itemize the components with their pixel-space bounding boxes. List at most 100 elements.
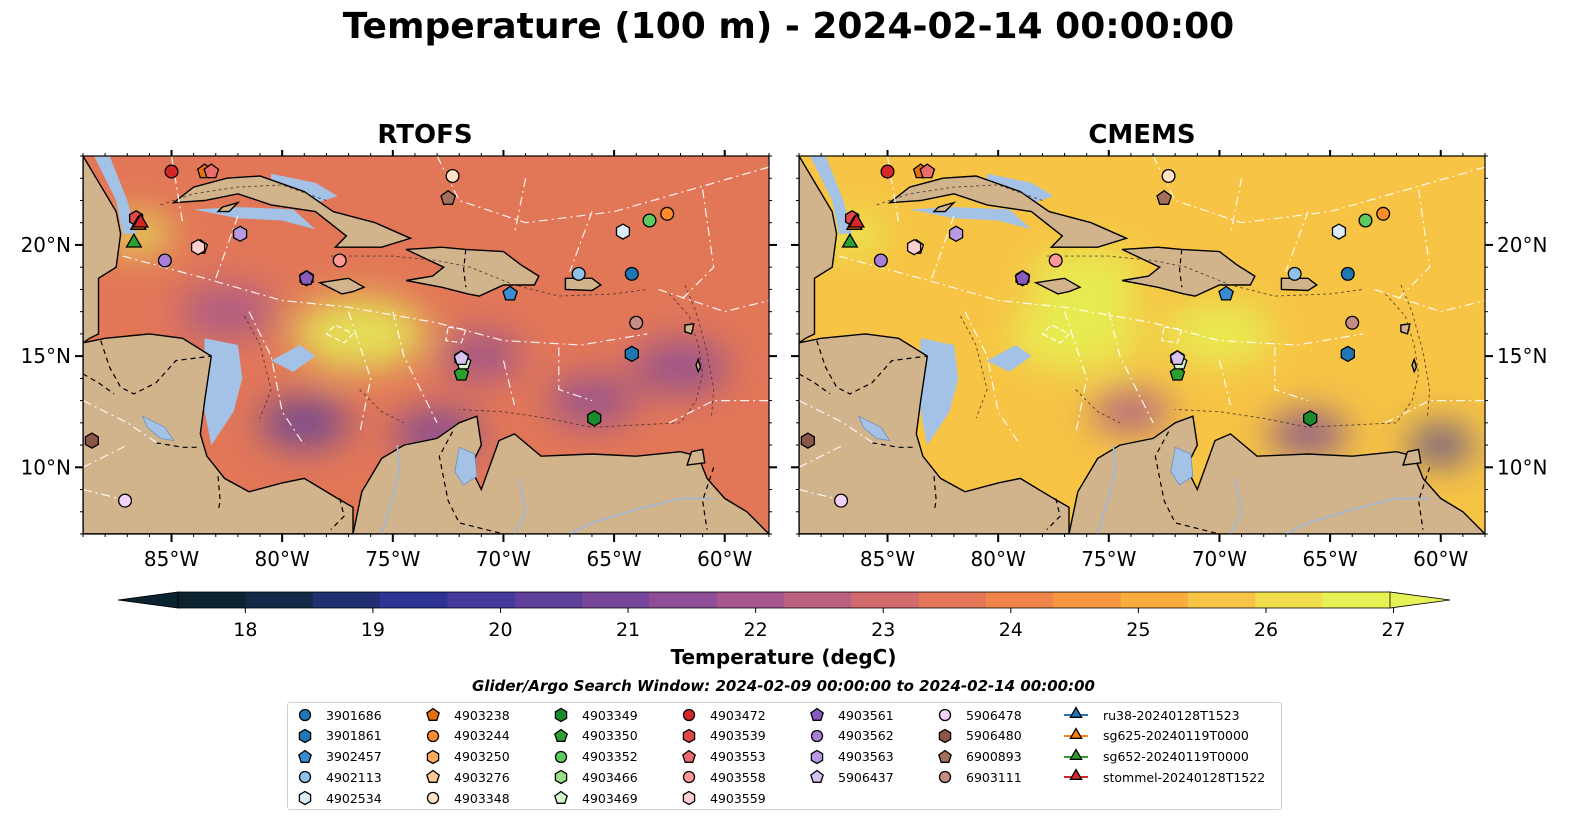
legend-marker (426, 729, 440, 742)
land (1402, 448, 1422, 466)
legend-label: 4903466 (582, 769, 638, 785)
legend-marker-shape (810, 707, 824, 721)
land (564, 277, 603, 292)
country-border (701, 467, 715, 530)
colorbar-tick-label: 27 (1381, 619, 1405, 638)
country-border (1046, 498, 1061, 531)
argo-float-marker (445, 168, 460, 184)
lake (454, 446, 478, 486)
legend-marker (554, 750, 568, 763)
country-border (871, 442, 917, 448)
legend-marker-shape (554, 707, 568, 723)
colorbar-segment (851, 592, 920, 608)
x-tick-label: 60°W (1413, 547, 1468, 571)
legend-entry: 3902457 (296, 747, 382, 767)
contour-box (1161, 326, 1183, 344)
shallow-shelf (202, 338, 243, 446)
legend-marker (1064, 747, 1088, 760)
legend-marker-shape (682, 749, 696, 763)
colorbar-segment (918, 592, 987, 608)
map-area-cmems (799, 156, 1485, 534)
legend-marker-shape (682, 728, 696, 744)
temperature-anomaly (293, 297, 427, 371)
isobath-1000m (244, 315, 272, 419)
land (686, 448, 706, 466)
legend-label: 4903238 (454, 707, 510, 723)
legend-marker-shape (298, 708, 312, 722)
legend-marker-shape (298, 728, 312, 744)
land (171, 175, 413, 248)
contour-box (325, 324, 354, 344)
land (1411, 357, 1418, 374)
eez-boundary (170, 156, 184, 223)
legend-entry: 4903563 (808, 747, 894, 767)
legend-entry: 4903348 (424, 788, 510, 808)
country-border (816, 340, 928, 395)
colorbar-tick-label: 19 (361, 619, 385, 638)
argo-float-marker (1287, 266, 1302, 281)
legend-label: 4903472 (710, 707, 766, 723)
x-tick-label: 75°W (365, 547, 420, 571)
legend-marker-shape (1069, 768, 1083, 781)
shallow-shelf (271, 345, 316, 372)
eez-boundary (1218, 360, 1232, 406)
legend-label: 4903350 (582, 728, 638, 744)
argo-float-marker (948, 225, 964, 243)
argo-float-marker (1358, 213, 1373, 228)
isobath-1000m (330, 255, 648, 297)
colorbar-frame (177, 591, 1391, 609)
eez-boundary (502, 360, 516, 406)
shallow-shelf (987, 345, 1032, 372)
colorbar-segment (582, 592, 650, 608)
eez-boundary (1108, 311, 1154, 424)
legend-entry: 6900893 (936, 747, 1022, 767)
legend-marker-shape (298, 749, 312, 763)
legend-label: 4903561 (838, 707, 894, 723)
argo-float-marker (118, 493, 133, 508)
colorbar-tick-label: 20 (488, 619, 512, 638)
legend-entry: 4903559 (680, 788, 766, 808)
eez-boundary (658, 288, 769, 313)
colorbar-segment (1255, 592, 1324, 608)
colorbar-segment (514, 592, 583, 608)
legend-marker-shape (810, 729, 824, 742)
panel-title-rtofs: RTOFS (377, 120, 473, 150)
legend-label: ru38-20240128T1523 (1103, 707, 1240, 723)
legend-marker (1064, 706, 1088, 718)
legend-entry: 4903244 (424, 726, 510, 746)
land (799, 156, 838, 344)
legend-marker (1064, 768, 1088, 781)
contour-box (445, 326, 467, 344)
argo-float-marker (834, 493, 849, 508)
x-tick-label: 85°W (860, 547, 915, 571)
legend-entry: 4903276 (424, 767, 510, 787)
country-border (155, 442, 201, 448)
eez-boundary (931, 215, 955, 279)
x-tick-label: 80°W (971, 547, 1026, 571)
legend-marker (810, 770, 824, 784)
map-frame (82, 155, 770, 535)
argo-float-marker (624, 345, 639, 363)
legend-marker-shape (426, 729, 440, 742)
legend-entry: 4903250 (424, 747, 510, 767)
legend-entry: 4903472 (680, 705, 766, 725)
argo-float-marker (1169, 349, 1186, 366)
legend-marker-shape (1069, 706, 1083, 718)
map-panel-cmems: 85°W 80°W 75°W 70°W 65°W 60°W 10°N 15°N 20°N (791, 150, 1547, 571)
argo-float-marker (1048, 253, 1063, 268)
legend-marker-shape (426, 707, 440, 721)
legend-entry: 4903352 (552, 747, 638, 767)
colorbar-extend-max (1389, 591, 1451, 609)
argo-float-marker (453, 365, 470, 381)
land (405, 246, 540, 297)
argo-float-marker (1156, 189, 1173, 205)
colorbar-tick-label: 21 (616, 619, 640, 638)
legend-label: 4903250 (454, 749, 510, 765)
argo-float-marker (84, 432, 99, 449)
argo-float-marker (629, 315, 644, 330)
legend-label: 4903348 (454, 790, 510, 806)
legend-label: sg652-20240119T0000 (1103, 749, 1249, 765)
legend-marker-shape (1069, 747, 1083, 760)
map-frame (798, 155, 1486, 535)
eez-boundary (680, 189, 715, 301)
